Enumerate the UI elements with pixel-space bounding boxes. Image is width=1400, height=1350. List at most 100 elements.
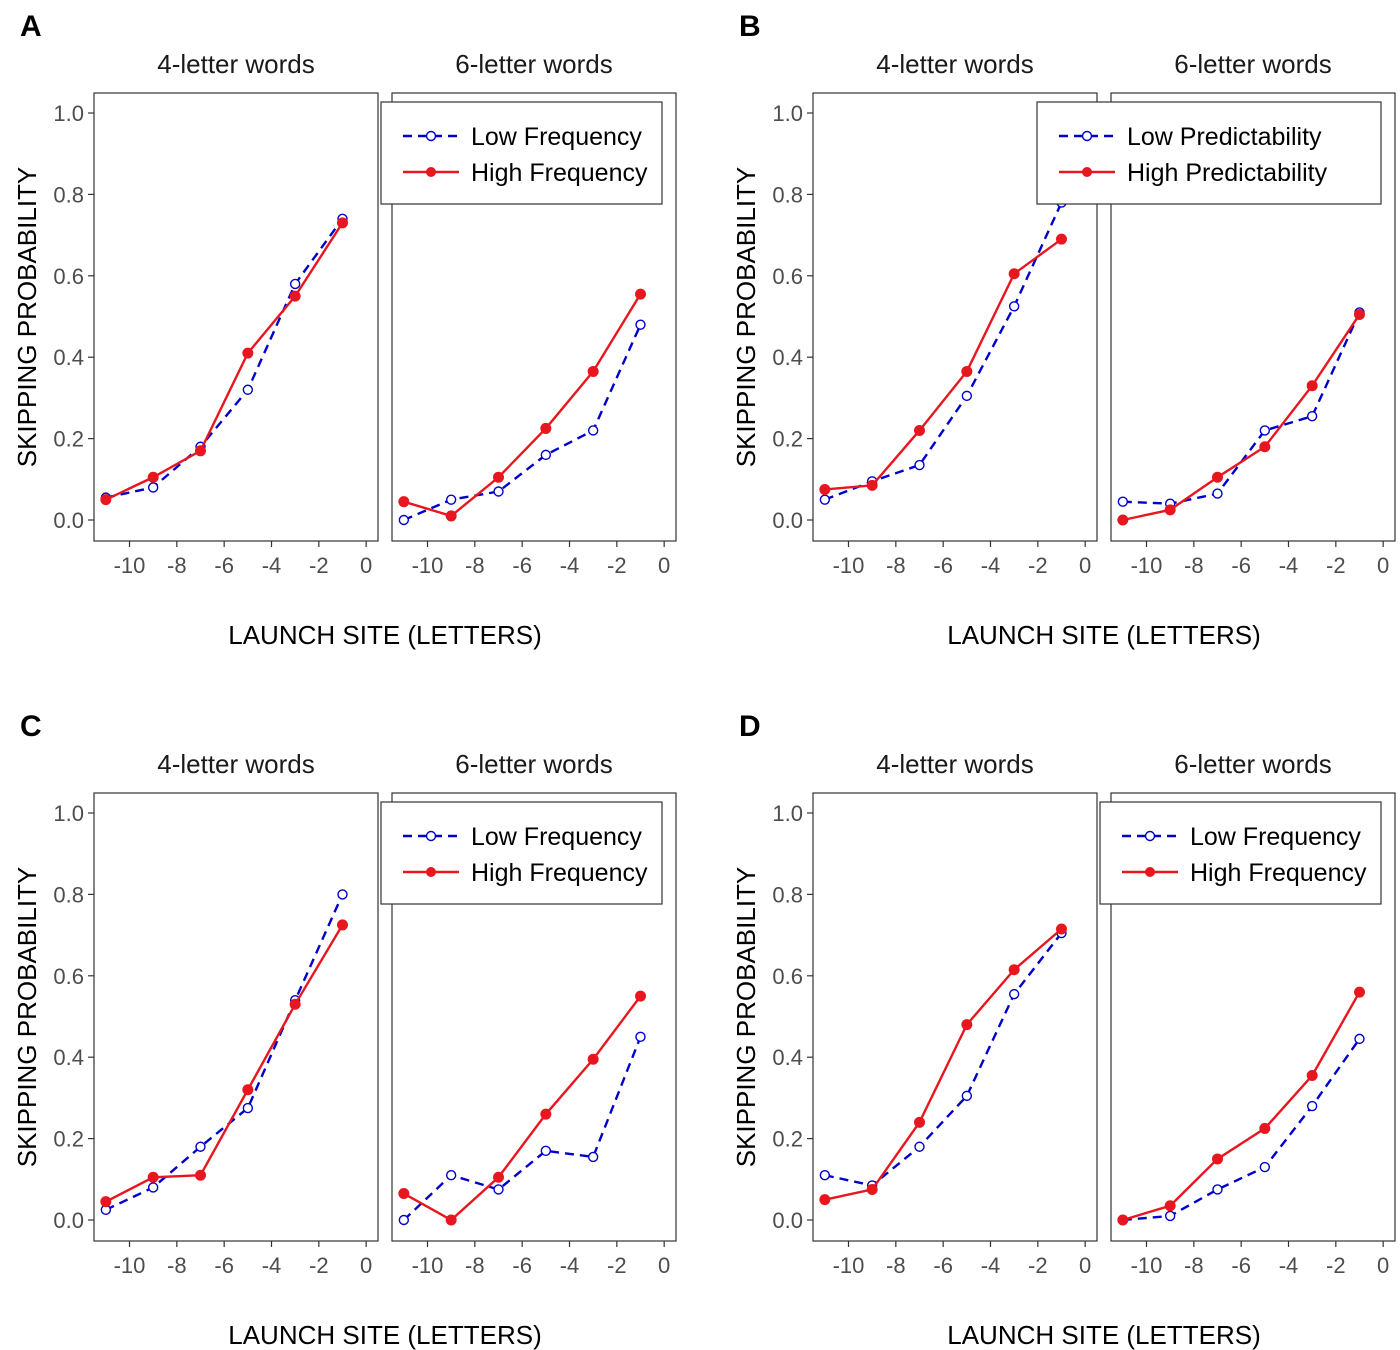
legend-key-marker — [425, 830, 437, 842]
x-tick-label: -8 — [886, 553, 906, 578]
data-point-filled — [289, 998, 301, 1010]
legend-label: Low Frequency — [471, 823, 642, 851]
x-tick-label: -10 — [1131, 1253, 1163, 1278]
series-line-2 — [824, 238, 1063, 491]
data-point-open — [819, 1170, 831, 1181]
x-tick-label: 0 — [360, 1253, 372, 1278]
data-point-open — [914, 1141, 925, 1152]
data-point-filled — [100, 1196, 112, 1208]
data-point-open — [961, 1090, 973, 1102]
y-tick-label: 1.0 — [772, 101, 803, 126]
data-point-filled — [1259, 1122, 1271, 1134]
x-tick-label: -6 — [933, 1253, 953, 1278]
data-point-filled — [587, 365, 599, 377]
x-tick-label: -10 — [412, 1253, 444, 1278]
legend-key-marker — [425, 130, 437, 142]
x-tick-label: -6 — [214, 1253, 234, 1278]
x-tick-label: 0 — [1079, 553, 1091, 578]
panel-title: 4-letter words — [157, 49, 315, 79]
panel-1: 4-letter words 0.0 0.2 0.4 0.6 0.8 1.0 -10 -8 -6 -… — [53, 49, 379, 578]
legend-label: High Frequency — [471, 859, 648, 887]
x-tick-label: -10 — [1131, 553, 1163, 578]
chart-d: D SKIPPING PROBABILITY LAUNCH SITE (LETTER… — [731, 710, 1396, 1350]
data-point-filled — [914, 1116, 925, 1128]
legend-box — [380, 101, 663, 205]
x-tick-label: -6 — [1231, 1253, 1251, 1278]
data-point-open — [337, 889, 348, 900]
series-line-2 — [1122, 991, 1361, 1222]
x-tick-label: -4 — [560, 553, 580, 578]
y-tick-label: 0.2 — [772, 1127, 803, 1152]
legend: Low Frequency High Frequency — [380, 801, 663, 905]
panel-2: 6-letter words -10 -8 -6 -4 -2 0 Low Frequency H… — [1099, 749, 1396, 1278]
y-axis-label: SKIPPING PROBABILITY — [731, 167, 761, 468]
legend: Low Predictability High Predictability — [1036, 101, 1382, 205]
x-tick-label: 0 — [1079, 1253, 1091, 1278]
panel-1: 4-letter words 0.0 0.2 0.4 0.6 0.8 1.0 -10 -8 -6 -… — [772, 749, 1098, 1278]
panel-border — [1110, 792, 1396, 1242]
panel-2: 6-letter words -10 -8 -6 -4 -2 0 Low Frequency H… — [380, 749, 677, 1278]
data-point-filled — [1212, 471, 1223, 483]
data-point-open — [493, 486, 504, 497]
series-line-1 — [403, 324, 642, 522]
data-point-open — [1306, 1100, 1318, 1112]
y-tick-label: 1.0 — [53, 101, 84, 126]
y-axis-label: SKIPPING PROBABILITY — [731, 867, 761, 1168]
data-point-open — [1306, 411, 1318, 422]
y-tick-label: 0.0 — [53, 1208, 84, 1233]
data-point-open — [398, 514, 410, 526]
series-line-1 — [824, 202, 1063, 501]
data-point-open — [147, 482, 159, 493]
panel-border — [93, 792, 379, 1242]
data-point-filled — [398, 1188, 410, 1200]
data-point-filled — [587, 1053, 599, 1065]
legend: Low Frequency High Frequency — [1099, 801, 1382, 905]
x-axis-label: LAUNCH SITE (LETTERS) — [947, 1320, 1261, 1350]
y-tick-label: 0.6 — [53, 264, 84, 289]
y-axis-label: SKIPPING PROBABILITY — [12, 167, 42, 468]
data-point-open — [1212, 1184, 1223, 1195]
data-point-open — [961, 390, 973, 402]
data-point-open — [540, 449, 552, 461]
y-tick-label: 0.8 — [772, 882, 803, 907]
panel-border — [1110, 92, 1396, 542]
data-point-filled — [1056, 923, 1067, 935]
legend-box — [380, 801, 663, 905]
y-tick-label: 1.0 — [772, 801, 803, 826]
x-tick-label: -2 — [607, 553, 627, 578]
panel-border — [391, 92, 677, 542]
figure-label: D — [739, 710, 761, 743]
data-point-filled — [1306, 1070, 1318, 1082]
y-tick-label: 0.6 — [53, 964, 84, 989]
y-tick-label: 1.0 — [53, 801, 84, 826]
data-point-filled — [493, 1171, 504, 1183]
data-point-filled — [337, 217, 348, 229]
y-tick-label: 0.2 — [53, 1127, 84, 1152]
data-point-open — [1164, 1210, 1176, 1222]
x-tick-label: -8 — [465, 1253, 485, 1278]
legend-label: Low Frequency — [471, 123, 642, 151]
y-axis-label: SKIPPING PROBABILITY — [12, 867, 42, 1168]
legend-label: High Frequency — [471, 159, 648, 187]
legend-key-marker — [426, 167, 436, 177]
legend-box — [1036, 101, 1382, 205]
y-tick-label: 0.4 — [53, 345, 84, 370]
data-point-filled — [540, 1108, 552, 1120]
data-point-filled — [1354, 986, 1365, 998]
legend-box — [1099, 801, 1382, 905]
x-tick-label: -8 — [167, 1253, 187, 1278]
y-tick-label: 0.0 — [772, 508, 803, 533]
panel-1: 4-letter words 0.0 0.2 0.4 0.6 0.8 1.0 -10 -8 -6 -… — [772, 49, 1098, 578]
figure-label: B — [739, 10, 761, 43]
x-tick-label: -2 — [1326, 1253, 1346, 1278]
x-tick-label: -2 — [1326, 553, 1346, 578]
x-tick-label: -8 — [1184, 1253, 1204, 1278]
data-point-filled — [493, 471, 504, 483]
data-point-filled — [1212, 1153, 1223, 1165]
x-tick-label: -2 — [1028, 1253, 1048, 1278]
data-point-open — [289, 278, 301, 290]
data-point-filled — [195, 445, 206, 457]
data-point-open — [1117, 496, 1129, 507]
chart-b: B SKIPPING PROBABILITY LAUNCH SITE (LETTER… — [731, 10, 1396, 650]
data-point-open — [195, 1141, 206, 1152]
